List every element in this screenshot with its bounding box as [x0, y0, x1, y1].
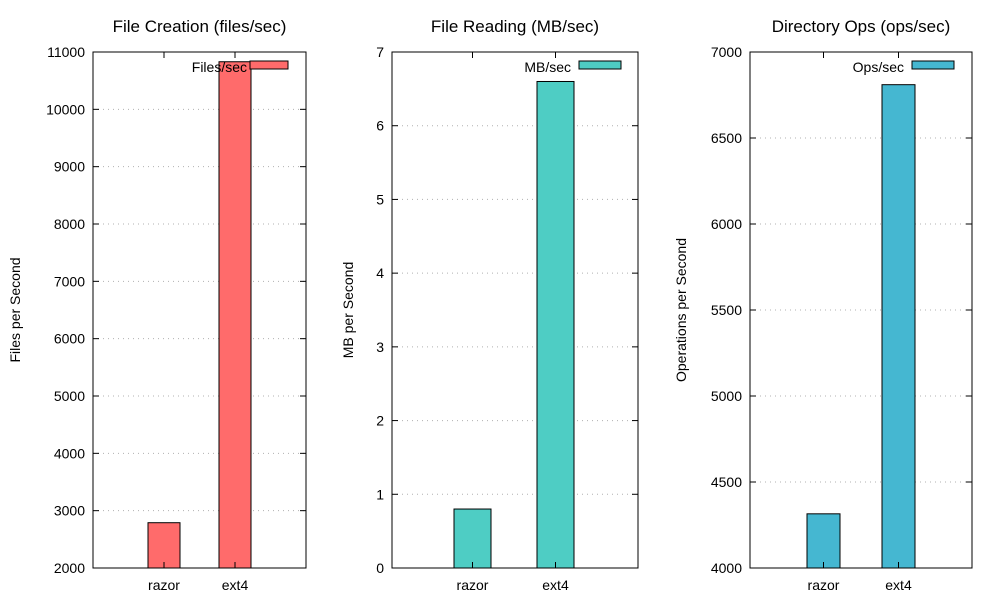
y-axis-label: Operations per Second	[673, 238, 689, 382]
y-tick-label: 7000	[54, 273, 85, 289]
chart-title: File Creation (files/sec)	[113, 17, 287, 36]
legend-label: Files/sec	[192, 59, 247, 75]
x-tick-label: ext4	[542, 577, 569, 593]
y-tick-label: 4500	[711, 474, 742, 490]
plot-frame	[92, 51, 307, 569]
bar-ext4	[536, 80, 575, 569]
bar-razor	[147, 522, 181, 569]
bar-ext4	[881, 84, 916, 569]
legend-label: MB/sec	[524, 59, 571, 75]
plot-frame	[391, 51, 639, 569]
y-tick-label: 10000	[46, 101, 85, 117]
y-tick-label: 2000	[54, 560, 85, 576]
x-tick-label: ext4	[885, 577, 912, 593]
y-tick-label: 7	[376, 44, 384, 60]
y-tick-label: 6	[376, 118, 384, 134]
y-tick-label: 4000	[54, 445, 85, 461]
y-tick-label: 5	[376, 191, 384, 207]
x-tick-label: razor	[457, 577, 489, 593]
bar-razor	[806, 513, 841, 569]
bar-ext4	[218, 61, 252, 569]
x-tick-label: razor	[148, 577, 180, 593]
y-tick-label: 11000	[47, 44, 85, 60]
legend-swatch	[911, 60, 955, 70]
chart-title: Directory Ops (ops/sec)	[772, 17, 951, 36]
chart-panel-1: 2000 3000 4000 5000 6000 7000 8000 9000 10000 110…	[7, 17, 307, 593]
y-axis-label: MB per Second	[340, 262, 356, 359]
bar-razor	[453, 508, 492, 569]
y-tick-label: 4000	[711, 560, 742, 576]
legend-swatch	[249, 60, 289, 70]
y-tick-label: 7000	[711, 44, 742, 60]
y-tick-label: 5000	[711, 388, 742, 404]
chart-title: File Reading (MB/sec)	[431, 17, 599, 36]
y-tick-label: 3	[376, 339, 384, 355]
x-tick-label: razor	[808, 577, 840, 593]
y-tick-label: 9000	[54, 159, 85, 175]
legend-label: Ops/sec	[853, 59, 904, 75]
y-tick-label: 5500	[711, 302, 742, 318]
y-tick-label: 4	[376, 265, 384, 281]
y-tick-label: 6000	[711, 216, 742, 232]
y-tick-label: 6500	[711, 130, 742, 146]
y-tick-label: 3000	[54, 503, 85, 519]
y-tick-label: 8000	[54, 216, 85, 232]
y-tick-label: 5000	[54, 388, 85, 404]
y-axis-label: Files per Second	[7, 257, 23, 362]
chart-panel-3: 4000 4500 5000 5500 6000 6500 7000 razor ext4 Dir…	[673, 17, 973, 593]
y-tick-label: 6000	[54, 331, 85, 347]
chart-panel-2: 0 1 2 3 4 5 6 7 razor ext4 File Reading (MB/sec) MB…	[340, 17, 639, 593]
legend-swatch	[578, 60, 622, 70]
y-tick-label: 1	[376, 486, 384, 502]
y-tick-label: 2	[376, 413, 384, 429]
y-tick-label: 0	[376, 560, 384, 576]
x-tick-label: ext4	[222, 577, 249, 593]
